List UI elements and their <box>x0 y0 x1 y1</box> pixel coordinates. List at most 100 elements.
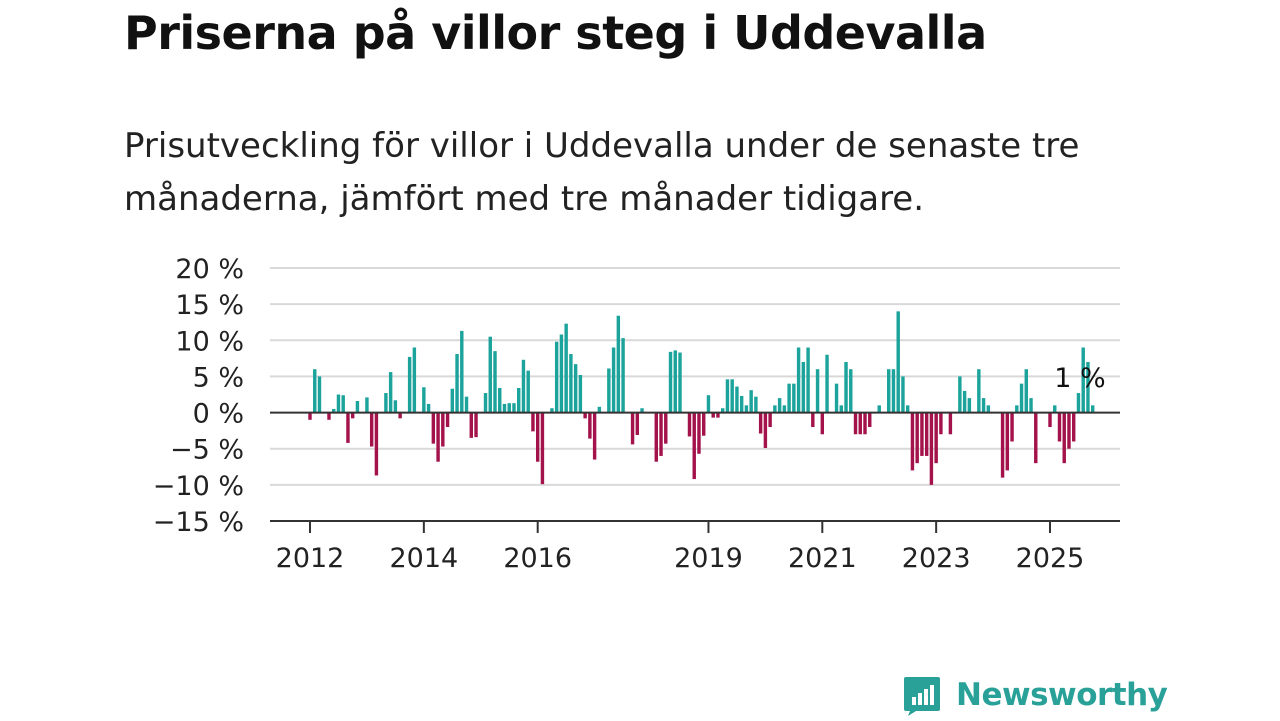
bar <box>962 390 967 413</box>
bar <box>455 354 459 413</box>
bar <box>526 370 530 413</box>
bar <box>398 412 402 419</box>
bar <box>839 405 843 413</box>
bar <box>332 408 336 413</box>
bar <box>1019 383 1024 413</box>
x-tick-label: 2023 <box>902 543 971 574</box>
bar <box>891 369 896 413</box>
bar <box>441 412 445 447</box>
bar <box>934 412 938 464</box>
bar <box>1067 412 1071 449</box>
bar <box>355 401 360 413</box>
bar <box>744 405 749 413</box>
bar <box>986 405 991 413</box>
bar <box>498 387 502 413</box>
bar <box>564 323 568 413</box>
bar <box>1072 412 1076 442</box>
bar <box>678 352 682 413</box>
bar <box>550 408 554 413</box>
bar <box>768 412 772 428</box>
bar <box>369 412 374 447</box>
chart-title: Priserna på villor steg i Uddevalla <box>124 6 987 60</box>
x-tick-label: 2021 <box>788 543 857 574</box>
bar <box>450 388 455 413</box>
bar <box>1081 347 1085 413</box>
y-tick-label: 20 % <box>175 254 244 285</box>
bar <box>905 405 910 413</box>
bar <box>773 405 777 413</box>
bar <box>725 379 730 413</box>
bar <box>801 361 806 413</box>
bar <box>512 403 516 413</box>
bar <box>1000 412 1005 478</box>
bar <box>1024 369 1028 413</box>
bar <box>611 347 616 413</box>
bar <box>977 369 981 413</box>
bar <box>1062 412 1066 464</box>
bar <box>702 412 706 436</box>
bar <box>412 347 417 413</box>
bar <box>687 412 692 437</box>
bar <box>654 412 658 462</box>
bar <box>887 369 891 413</box>
y-tick-label: 5 % <box>193 362 244 393</box>
bar <box>1029 398 1033 413</box>
bar <box>583 412 587 419</box>
bar <box>763 412 768 448</box>
bar <box>1010 412 1014 442</box>
bar <box>716 412 720 418</box>
bar <box>630 412 635 445</box>
bar <box>535 412 540 462</box>
bar <box>559 334 564 413</box>
bar <box>777 398 782 413</box>
bar <box>407 356 412 413</box>
bar <box>483 393 488 413</box>
bar <box>673 350 677 413</box>
bar <box>834 383 839 413</box>
chart-subtitle: Prisutveckling för villor i Uddevalla un… <box>124 126 1080 219</box>
bar <box>754 396 758 413</box>
bar <box>920 412 924 456</box>
bar <box>735 386 739 413</box>
bar <box>792 383 796 413</box>
bar <box>749 390 753 413</box>
brand-logo: Newsworthy <box>902 670 1168 720</box>
bar <box>853 412 858 435</box>
bar <box>384 393 388 413</box>
bar <box>460 330 464 413</box>
bar <box>493 351 497 413</box>
bar <box>787 383 791 413</box>
bar <box>521 359 526 413</box>
bar <box>308 412 312 420</box>
bar <box>597 406 602 413</box>
last-value-label: 1 % <box>1054 363 1105 394</box>
bar <box>758 412 763 434</box>
bar <box>502 403 507 413</box>
bar <box>929 412 934 485</box>
x-tick-label: 2016 <box>503 543 572 574</box>
y-tick-label: 10 % <box>175 326 244 357</box>
bar <box>578 374 583 413</box>
bar <box>640 408 644 413</box>
bar-series <box>308 311 1095 485</box>
bar <box>844 361 848 413</box>
bar <box>607 368 611 413</box>
bar <box>967 398 972 413</box>
x-tick-label: 2012 <box>276 543 345 574</box>
bar <box>1048 412 1052 428</box>
brand-name: Newsworthy <box>956 677 1168 713</box>
bar <box>1057 412 1062 442</box>
bar <box>313 369 317 413</box>
y-tick-label: −5 % <box>170 435 244 466</box>
bar <box>706 395 711 413</box>
bar <box>573 364 578 413</box>
bar <box>668 351 673 413</box>
bar <box>659 412 663 456</box>
bar <box>393 400 398 413</box>
bar <box>507 403 511 413</box>
bar <box>341 395 345 413</box>
bar <box>327 412 331 420</box>
bar <box>796 347 801 413</box>
bar <box>365 397 369 413</box>
y-tick-label: 0 % <box>193 399 244 430</box>
